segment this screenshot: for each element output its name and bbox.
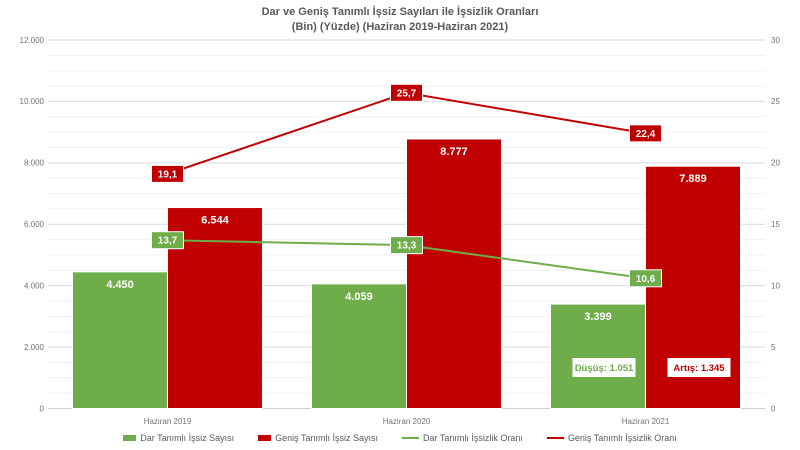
point-label-box-genis-tanimli-issizlik-orani-0 bbox=[151, 164, 184, 183]
legend-item-2: Dar Tanımlı İşsizlik Oranı bbox=[402, 433, 523, 443]
right-axis-tick: 5 bbox=[771, 343, 776, 352]
point-label-text: 25,7 bbox=[397, 88, 417, 99]
legend-line-swatch-icon bbox=[402, 437, 419, 439]
bar-genis-tanimli-issiz-sayisi-1 bbox=[406, 138, 502, 409]
legend-item-3: Geniş Tanımlı İşsizlik Oranı bbox=[546, 433, 677, 443]
right-axis-tick: 0 bbox=[771, 404, 776, 413]
legend-label: Dar Tanımlı İşsizlik Oranı bbox=[423, 433, 523, 443]
category-label: Haziran 2020 bbox=[383, 417, 431, 426]
point-label-box-dar-tanimli-issizlik-orani-2 bbox=[629, 269, 662, 288]
legend-label: Geniş Tanımlı İşsizlik Oranı bbox=[567, 433, 677, 443]
bar-dar-tanimli-issiz-sayisi-0 bbox=[72, 271, 168, 410]
category-label: Haziran 2019 bbox=[144, 417, 192, 426]
right-axis-tick: 25 bbox=[771, 97, 780, 106]
point-label-box-dar-tanimli-issizlik-orani-1 bbox=[390, 236, 423, 255]
left-axis-tick: 6.000 bbox=[24, 220, 45, 229]
annotation-box bbox=[572, 358, 636, 377]
left-axis-tick: 4.000 bbox=[24, 281, 45, 290]
chart-title: Dar ve Geniş Tanımlı İşsiz Sayıları ile … bbox=[0, 5, 800, 35]
legend: Dar Tanımlı İşsiz Sayısı Geniş Tanımlı İş… bbox=[0, 431, 800, 445]
left-axis-tick: 8.000 bbox=[24, 159, 45, 168]
left-axis-tick: 10.000 bbox=[20, 97, 45, 106]
chart-title-line2: (Bin) (Yüzde) (Haziran 2019-Haziran 2021… bbox=[291, 21, 509, 33]
bar-value-label: 4.059 bbox=[345, 291, 373, 303]
annotation-text: Artış: 1.345 bbox=[673, 363, 725, 374]
chart-title-line1: Dar ve Geniş Tanımlı İşsiz Sayıları ile … bbox=[261, 6, 539, 18]
annotations: Düşüş: 1.051 Artış: 1.345 bbox=[572, 358, 731, 377]
left-axis-tick: 2.000 bbox=[24, 343, 45, 352]
legend-item-0: Dar Tanımlı İşsiz Sayısı bbox=[123, 433, 234, 443]
point-label-text: 19,1 bbox=[158, 169, 178, 180]
bar-value-label: 7.889 bbox=[679, 173, 707, 185]
bar-value-label: 8.777 bbox=[440, 146, 468, 158]
right-axis-tick: 15 bbox=[771, 220, 780, 229]
legend-label: Dar Tanımlı İşsiz Sayısı bbox=[140, 433, 235, 443]
left-axis-tick: 0 bbox=[40, 404, 45, 413]
plot-area: 4.450 4.059 3.399 6.544 8.777 7.889 13,7 13,3 10… bbox=[20, 36, 781, 426]
legend-label: Geniş Tanımlı İşsiz Sayısı bbox=[275, 433, 378, 443]
point-label-text: 13,7 bbox=[158, 236, 178, 247]
axis-tick-labels: 0 2.000 4.000 6.000 8.000 10.000 12.000 0 5 10 15 2… bbox=[20, 36, 781, 426]
bar-value-label: 3.399 bbox=[584, 311, 612, 323]
bar-dar-tanimli-issiz-sayisi-2 bbox=[550, 303, 646, 409]
bar-value-label: 6.544 bbox=[201, 215, 229, 227]
point-label-text: 13,3 bbox=[397, 241, 417, 252]
annotation-text: Düşüş: 1.051 bbox=[575, 363, 634, 374]
point-label-text: 10,6 bbox=[636, 274, 656, 285]
line-point-labels: 13,7 13,3 10,6 19,1 25,7 22,4 bbox=[151, 83, 662, 288]
point-label-box-dar-tanimli-issizlik-orani-0 bbox=[151, 231, 184, 250]
left-axis-tick: 12.000 bbox=[20, 36, 45, 45]
point-label-text: 22,4 bbox=[636, 129, 656, 140]
point-label-box-genis-tanimli-issizlik-orani-1 bbox=[390, 83, 423, 102]
point-label-box-genis-tanimli-issizlik-orani-2 bbox=[629, 124, 662, 143]
category-label: Haziran 2021 bbox=[622, 417, 670, 426]
legend-square-swatch-icon bbox=[123, 435, 137, 441]
legend-square-swatch-icon bbox=[258, 435, 272, 441]
legend-line-swatch-icon bbox=[546, 437, 564, 439]
right-axis-tick: 10 bbox=[771, 281, 780, 290]
right-axis-tick: 20 bbox=[771, 159, 780, 168]
bar-value-label: 4.450 bbox=[106, 279, 134, 291]
right-axis-tick: 30 bbox=[771, 36, 780, 45]
legend-item-1: Geniş Tanımlı İşsiz Sayısı bbox=[258, 433, 378, 443]
annotation-box bbox=[667, 358, 731, 377]
